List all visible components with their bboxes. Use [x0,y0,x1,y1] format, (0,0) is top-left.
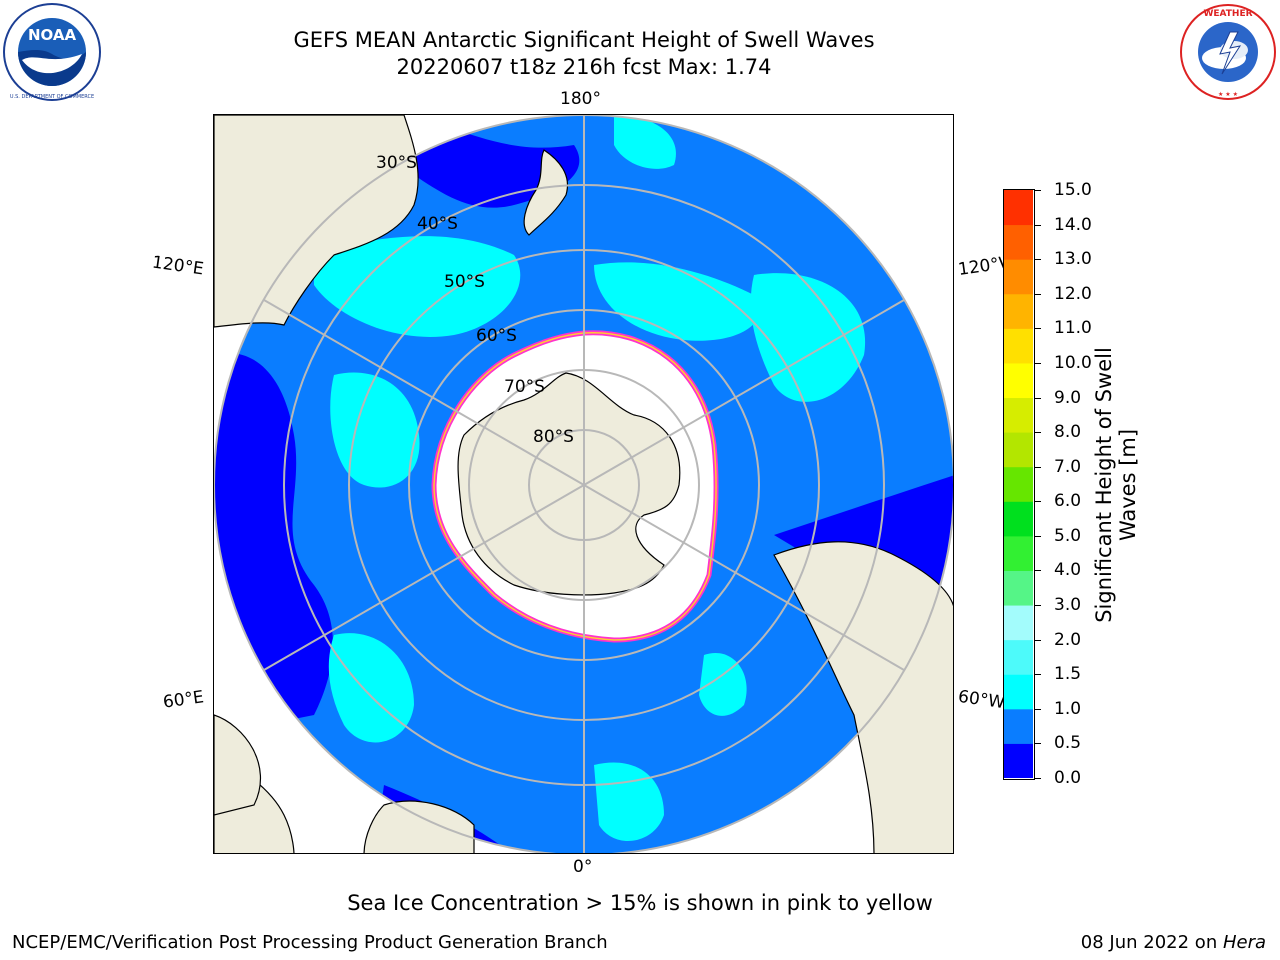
colorbar-tick-mark [1035,466,1041,468]
colorbar-tick-mark [1035,293,1041,295]
colorbar-tick-label: 5.0 [1054,525,1082,546]
colorbar-segment [1004,674,1033,710]
sea-ice-note: Sea Ice Concentration > 15% is shown in … [347,891,933,915]
colorbar-tick-label: 2.0 [1054,629,1082,650]
svg-text:★ ★ ★: ★ ★ ★ [1218,91,1238,98]
footer-date-text: 08 Jun 2022 on [1080,932,1223,953]
lat-label-70s: 70°S [504,377,545,397]
colorbar-segment [1004,501,1033,537]
graticule [214,115,953,853]
colorbar-tick-mark [1035,778,1041,779]
nws-logo-icon: WEATHER ★ ★ ★ [1178,2,1278,102]
footer-machine: Hera [1222,932,1266,953]
colorbar-tick-mark [1035,259,1041,261]
colorbar-tick-mark [1035,708,1041,710]
colorbar-segment [1004,328,1033,364]
lon-label-180: 180° [560,89,601,109]
colorbar-segment [1004,570,1033,606]
colorbar-segment [1004,293,1033,329]
colorbar-segment [1004,224,1033,260]
colorbar-segment [1004,190,1033,226]
colorbar-tick-label: 0.5 [1054,733,1082,754]
lon-label-60w: 60°W [956,686,1007,714]
colorbar-tick-label: 15.0 [1054,180,1092,200]
lat-label-60s: 60°S [476,326,517,346]
colorbar-tick-label: 1.5 [1054,664,1082,685]
colorbar-tick-mark [1035,639,1041,641]
colorbar-tick-label: 9.0 [1054,387,1082,408]
antarctica [457,372,681,596]
colorbar-tick-label: 4.0 [1054,560,1082,581]
lon-label-120e: 120°E [150,252,205,280]
noaa-logo-icon: NOAA U.S. DEPARTMENT OF COMMERCE [2,2,102,102]
colorbar-tick-label: 7.0 [1054,456,1082,477]
colorbar-label-line2: Waves [m] [1116,428,1140,542]
colorbar-tick-mark [1035,535,1041,537]
colorbar-tick-label: 1.0 [1054,698,1082,719]
colorbar-tick-mark [1035,570,1041,572]
colorbar-label-line1: Significant Height of Swell [1092,347,1116,623]
colorbar-segment [1004,466,1033,502]
colorbar-tick-label: 11.0 [1054,318,1092,339]
colorbar-tick-mark [1035,328,1041,330]
colorbar-segment [1004,432,1033,468]
lat-label-50s: 50°S [444,272,485,292]
svg-text:WEATHER: WEATHER [1203,9,1252,19]
colorbar-tick-label: 10.0 [1054,352,1092,373]
colorbar-tick-label: 13.0 [1054,249,1092,270]
colorbar-tick-label: 3.0 [1054,595,1082,616]
colorbar-segment [1004,362,1033,399]
colorbar-segment [1004,639,1033,675]
colorbar-segment [1004,535,1033,571]
lat-label-30s: 30°S [376,153,417,173]
colorbar-tick-label: 12.0 [1054,283,1092,304]
footer-date: 08 Jun 2022 on Hera [1081,932,1266,953]
colorbar-tick-label: 0.0 [1054,768,1082,788]
polar-map: 30°S 40°S 50°S 60°S 70°S 80°S [213,114,954,854]
colorbar-tick-label: 8.0 [1054,422,1082,443]
svg-text:NOAA: NOAA [28,26,77,44]
lon-label-0: 0° [573,857,593,877]
lat-label-80s: 80°S [533,427,574,447]
colorbar [1003,189,1035,780]
colorbar-tick-mark [1035,501,1041,503]
chart-subtitle: 20220607 t18z 216h fcst Max: 1.74 [396,55,772,79]
chart-title: GEFS MEAN Antarctic Significant Height o… [293,28,875,52]
colorbar-segment [1004,259,1033,295]
colorbar-tick-mark [1035,605,1041,607]
colorbar-segment [1004,605,1033,641]
lat-label-40s: 40°S [417,214,458,234]
svg-text:U.S. DEPARTMENT OF COMMERCE: U.S. DEPARTMENT OF COMMERCE [10,94,94,100]
lon-label-60e: 60°E [161,687,206,713]
colorbar-segment [1004,397,1033,433]
colorbar-tick-mark [1035,224,1041,226]
colorbar-tick-label: 6.0 [1054,491,1082,512]
colorbar-tick-mark [1035,190,1041,191]
colorbar-tick-mark [1035,743,1041,745]
footer-credit: NCEP/EMC/Verification Post Processing Pr… [12,932,608,953]
colorbar-segment [1004,743,1033,778]
colorbar-segment [1004,708,1033,744]
colorbar-tick-mark [1035,432,1041,434]
colorbar-tick-mark [1035,362,1041,364]
colorbar-tick-mark [1035,674,1041,676]
colorbar-tick-mark [1035,397,1041,399]
colorbar-tick-label: 14.0 [1054,214,1092,235]
